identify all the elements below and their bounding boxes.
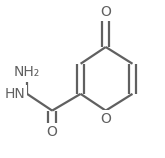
Text: HN: HN <box>5 87 25 101</box>
Text: O: O <box>100 5 111 18</box>
Text: O: O <box>47 125 58 139</box>
Text: NH₂: NH₂ <box>14 65 40 79</box>
Text: O: O <box>100 112 111 126</box>
